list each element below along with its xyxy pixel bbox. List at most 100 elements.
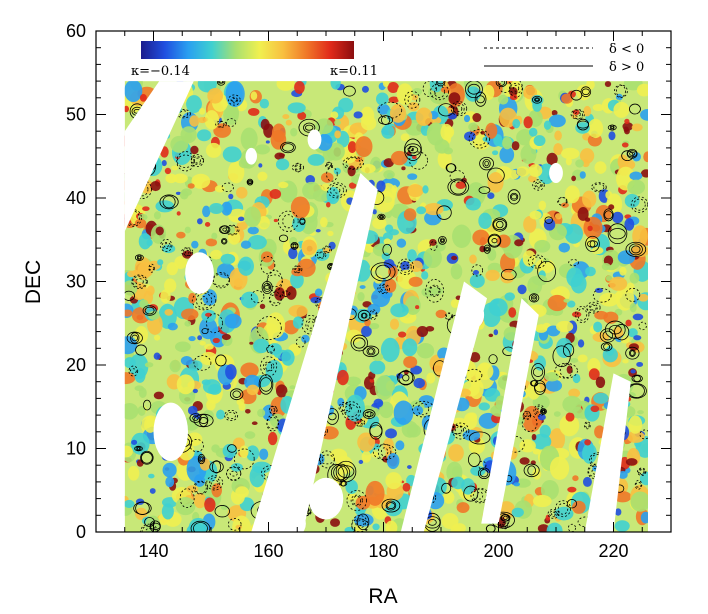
contour-positive [532, 367, 544, 377]
kappa-blob [429, 239, 437, 246]
kappa-blob [581, 159, 590, 168]
kappa-blob [478, 402, 490, 411]
kappa-blob [355, 495, 371, 510]
kappa-blob [543, 218, 556, 231]
kappa-blob [614, 520, 630, 532]
x-tick-label: 220 [598, 541, 628, 561]
contour-positive [386, 502, 396, 509]
kappa-blob [338, 97, 354, 113]
kappa-blob [321, 183, 330, 192]
kappa-blob [191, 240, 199, 249]
kappa-blob [347, 141, 357, 154]
contour-positive [198, 455, 205, 463]
kappa-blob [451, 466, 462, 478]
kappa-blob [504, 292, 516, 301]
kappa-blob [612, 211, 624, 224]
kappa-blob [502, 136, 513, 150]
kappa-blob [508, 307, 517, 318]
contour-negative [534, 181, 543, 189]
kappa-blob [389, 318, 400, 330]
contour-negative [577, 308, 588, 321]
y-tick-label: 10 [66, 439, 86, 459]
contour-negative [449, 170, 465, 183]
kappa-blob [451, 255, 458, 261]
contour-positive [381, 115, 391, 126]
kappa-blob [188, 360, 203, 372]
kappa-blob [512, 118, 521, 129]
contour-positive [135, 501, 150, 515]
contour-negative [215, 120, 227, 128]
contour-positive [126, 331, 143, 345]
contour-negative [476, 491, 484, 500]
kappa-blob [485, 122, 498, 139]
kappa-blob [608, 131, 616, 141]
contour-positive [197, 453, 206, 465]
contour-negative [370, 311, 377, 319]
colorbar [141, 41, 354, 59]
kappa-blob [592, 103, 605, 112]
kappa-blob [545, 379, 563, 392]
contour-negative [295, 267, 300, 271]
kappa-blob [579, 148, 595, 164]
kappa-blob [369, 378, 375, 383]
kappa-blob [561, 93, 573, 104]
kappa-blob [462, 429, 481, 441]
contour-negative [231, 98, 238, 102]
contour-negative [294, 265, 301, 273]
kappa-blob [361, 85, 369, 93]
kappa-blob [175, 191, 181, 195]
contour-negative [355, 518, 366, 528]
kappa-blob [595, 376, 606, 389]
contour-negative [524, 413, 530, 418]
contour-positive [199, 457, 204, 461]
kappa-blob [186, 432, 203, 446]
kappa-blob [473, 270, 480, 275]
kappa-blob [326, 187, 340, 205]
kappa-blob [556, 320, 574, 333]
colorbar-max-label: κ=0.11 [330, 64, 378, 79]
kappa-blob [134, 385, 144, 392]
kappa-blob [564, 185, 580, 204]
kappa-blob [235, 486, 249, 498]
kappa-blob [577, 339, 585, 348]
contour-positive [131, 334, 138, 342]
x-tick-label: 160 [253, 541, 283, 561]
kappa-blob [396, 83, 414, 105]
contour-positive [510, 194, 518, 200]
contour-positive [447, 178, 470, 196]
contour-negative [588, 303, 598, 312]
kappa-blob [400, 133, 410, 142]
contour-negative [266, 346, 275, 353]
kappa-blob [377, 103, 390, 115]
kappa-blob [568, 388, 581, 398]
kappa-blob [613, 491, 632, 503]
contour-positive [507, 189, 521, 205]
contour-negative [316, 252, 325, 258]
contour-positive [335, 460, 357, 483]
kappa-blob [480, 130, 485, 135]
contour-positive [159, 194, 179, 210]
contour-positive [628, 243, 643, 256]
kappa-blob [204, 343, 214, 350]
contour-negative [184, 249, 190, 254]
kappa-blob [567, 486, 577, 493]
kappa-blob [212, 337, 220, 344]
kappa-blob [222, 146, 242, 163]
contour-negative [585, 422, 590, 429]
kappa-blob [124, 79, 143, 103]
kappa-blob [478, 212, 492, 229]
kappa-blob [126, 270, 136, 278]
kappa-blob [155, 226, 164, 236]
kappa-blob [247, 107, 260, 116]
kappa-blob [538, 200, 547, 211]
contour-positive [144, 517, 155, 528]
kappa-blob [285, 286, 297, 300]
kappa-blob [224, 104, 239, 121]
kappa-blob [225, 364, 237, 380]
contour-positive [509, 192, 519, 201]
kappa-blob [559, 414, 580, 437]
kappa-blob [373, 398, 384, 408]
kappa-blob [204, 110, 220, 130]
contour-positive [366, 347, 376, 356]
kappa-blob [594, 425, 605, 439]
